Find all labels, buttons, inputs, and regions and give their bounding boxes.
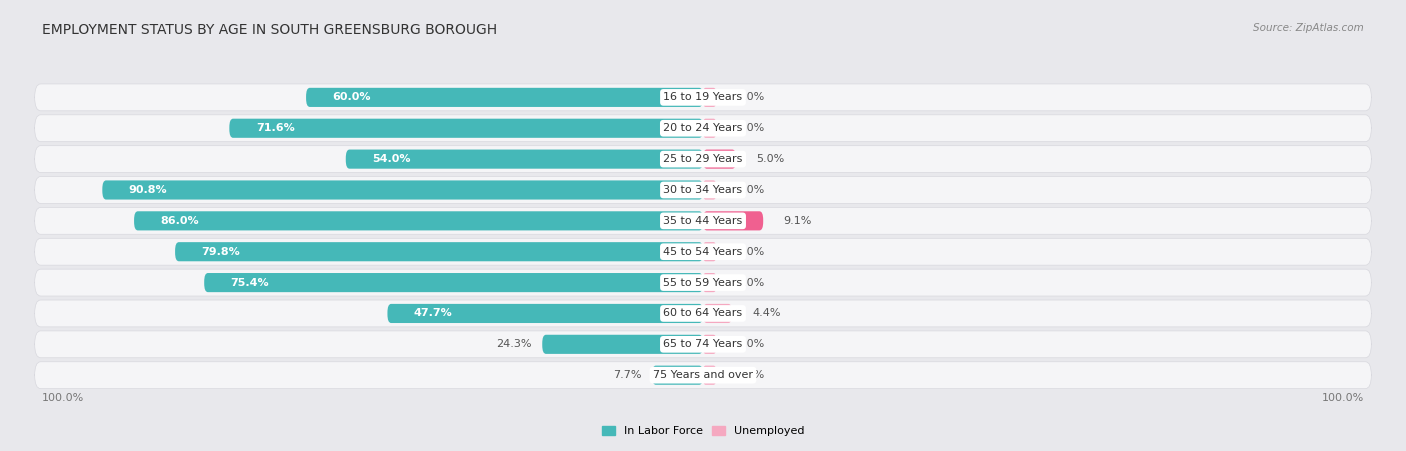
Text: 60 to 64 Years: 60 to 64 Years (664, 308, 742, 318)
Text: 55 to 59 Years: 55 to 59 Years (664, 277, 742, 288)
FancyBboxPatch shape (346, 150, 703, 169)
Text: 47.7%: 47.7% (413, 308, 453, 318)
FancyBboxPatch shape (307, 88, 703, 107)
FancyBboxPatch shape (103, 180, 703, 199)
Text: 0.0%: 0.0% (737, 277, 765, 288)
FancyBboxPatch shape (388, 304, 703, 323)
Text: 71.6%: 71.6% (256, 123, 294, 133)
FancyBboxPatch shape (543, 335, 703, 354)
FancyBboxPatch shape (652, 366, 703, 385)
Text: 0.0%: 0.0% (737, 339, 765, 350)
Text: 54.0%: 54.0% (373, 154, 411, 164)
Text: 0.0%: 0.0% (737, 92, 765, 102)
FancyBboxPatch shape (35, 269, 1371, 296)
FancyBboxPatch shape (703, 150, 737, 169)
FancyBboxPatch shape (35, 362, 1371, 389)
FancyBboxPatch shape (35, 84, 1371, 111)
Legend: In Labor Force, Unemployed: In Labor Force, Unemployed (602, 426, 804, 436)
FancyBboxPatch shape (204, 273, 703, 292)
Text: 75 Years and over: 75 Years and over (652, 370, 754, 380)
FancyBboxPatch shape (703, 180, 716, 199)
FancyBboxPatch shape (35, 300, 1371, 327)
FancyBboxPatch shape (134, 211, 703, 230)
Text: 86.0%: 86.0% (160, 216, 200, 226)
Text: 5.0%: 5.0% (756, 154, 785, 164)
FancyBboxPatch shape (35, 331, 1371, 358)
Text: 79.8%: 79.8% (201, 247, 240, 257)
Text: 75.4%: 75.4% (231, 277, 270, 288)
FancyBboxPatch shape (703, 242, 716, 261)
FancyBboxPatch shape (703, 211, 763, 230)
Text: 100.0%: 100.0% (41, 393, 84, 403)
FancyBboxPatch shape (35, 238, 1371, 265)
Text: 7.7%: 7.7% (613, 370, 641, 380)
FancyBboxPatch shape (176, 242, 703, 261)
FancyBboxPatch shape (703, 366, 716, 385)
FancyBboxPatch shape (35, 115, 1371, 142)
Text: 20 to 24 Years: 20 to 24 Years (664, 123, 742, 133)
Text: 4.4%: 4.4% (752, 308, 780, 318)
FancyBboxPatch shape (35, 207, 1371, 234)
Text: 0.0%: 0.0% (737, 185, 765, 195)
Text: 100.0%: 100.0% (1322, 393, 1365, 403)
FancyBboxPatch shape (703, 304, 733, 323)
Text: 65 to 74 Years: 65 to 74 Years (664, 339, 742, 350)
FancyBboxPatch shape (35, 146, 1371, 173)
FancyBboxPatch shape (703, 119, 716, 138)
Text: 24.3%: 24.3% (496, 339, 531, 350)
Text: 35 to 44 Years: 35 to 44 Years (664, 216, 742, 226)
Text: 0.0%: 0.0% (737, 123, 765, 133)
FancyBboxPatch shape (229, 119, 703, 138)
Text: EMPLOYMENT STATUS BY AGE IN SOUTH GREENSBURG BOROUGH: EMPLOYMENT STATUS BY AGE IN SOUTH GREENS… (42, 23, 498, 37)
Text: 30 to 34 Years: 30 to 34 Years (664, 185, 742, 195)
Text: 60.0%: 60.0% (333, 92, 371, 102)
FancyBboxPatch shape (703, 88, 716, 107)
Text: 90.8%: 90.8% (129, 185, 167, 195)
FancyBboxPatch shape (35, 176, 1371, 203)
Text: 0.0%: 0.0% (737, 370, 765, 380)
Text: 0.0%: 0.0% (737, 247, 765, 257)
Text: 16 to 19 Years: 16 to 19 Years (664, 92, 742, 102)
Text: 25 to 29 Years: 25 to 29 Years (664, 154, 742, 164)
Text: Source: ZipAtlas.com: Source: ZipAtlas.com (1253, 23, 1364, 32)
FancyBboxPatch shape (703, 273, 716, 292)
Text: 45 to 54 Years: 45 to 54 Years (664, 247, 742, 257)
Text: 9.1%: 9.1% (783, 216, 811, 226)
FancyBboxPatch shape (703, 335, 716, 354)
